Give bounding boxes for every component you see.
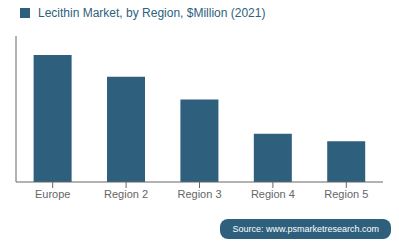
svg-text:Region 5: Region 5 — [324, 188, 368, 200]
svg-text:Europe: Europe — [35, 188, 70, 200]
html-text:Source: www.psmarketresearch.c: Source: www.psmarketresearch.com — [232, 224, 379, 234]
svg-text:Region 3: Region 3 — [177, 188, 221, 200]
html-text:Lecithin Market, by Region, $M: Lecithin Market, by Region, $Million (20… — [38, 6, 266, 20]
svg-text:Region 4: Region 4 — [251, 188, 295, 200]
svg-text:Region 2: Region 2 — [104, 188, 148, 200]
